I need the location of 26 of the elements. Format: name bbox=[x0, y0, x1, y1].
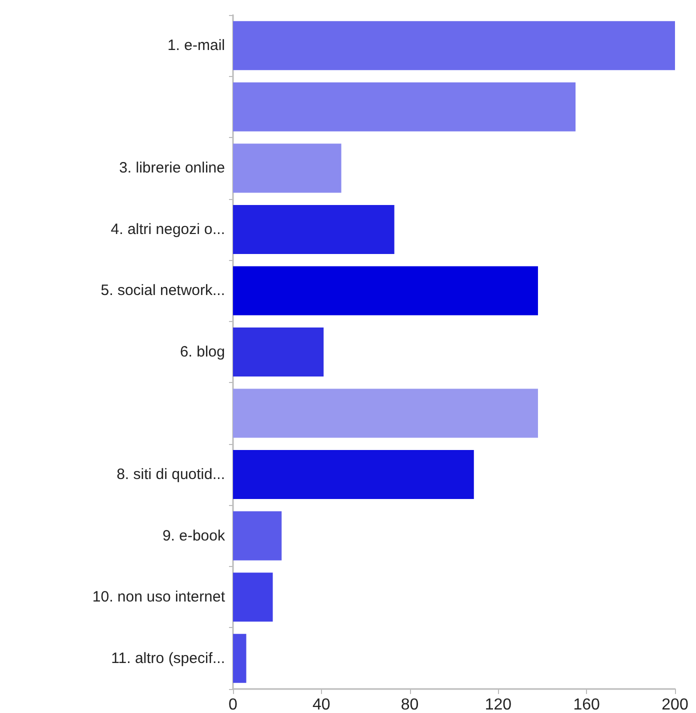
bar bbox=[233, 21, 675, 70]
y-tick-label: 8. siti di quotid... bbox=[116, 466, 225, 484]
y-tick-label: 3. librerie online bbox=[119, 160, 225, 177]
x-tick-label: 160 bbox=[573, 696, 600, 713]
bar bbox=[233, 388, 538, 438]
bar bbox=[233, 511, 282, 560]
y-tick-label: 5. social network... bbox=[100, 282, 225, 300]
y-tick-label: 6. blog bbox=[180, 344, 225, 360]
y-tick-label: 4. altri negozi o... bbox=[110, 220, 225, 238]
y-tick-label: 11. altro (specif... bbox=[111, 650, 225, 667]
bar bbox=[233, 82, 576, 132]
x-tick-label: 40 bbox=[312, 696, 330, 713]
bar bbox=[233, 204, 394, 254]
bar bbox=[233, 144, 342, 193]
y-tick-label: 1. e-mail bbox=[167, 37, 225, 54]
bar bbox=[233, 634, 246, 683]
y-tick-label: 9. e-book bbox=[162, 527, 226, 544]
x-tick-label: 200 bbox=[662, 696, 688, 713]
x-tick-label: 0 bbox=[228, 696, 238, 713]
bar bbox=[233, 572, 273, 622]
bar bbox=[233, 450, 474, 500]
x-tick-label: 80 bbox=[400, 696, 419, 713]
bar bbox=[233, 266, 538, 316]
bar bbox=[233, 327, 324, 377]
x-tick-label: 120 bbox=[484, 696, 512, 713]
y-tick-label: 10. non uso internet bbox=[92, 588, 226, 606]
